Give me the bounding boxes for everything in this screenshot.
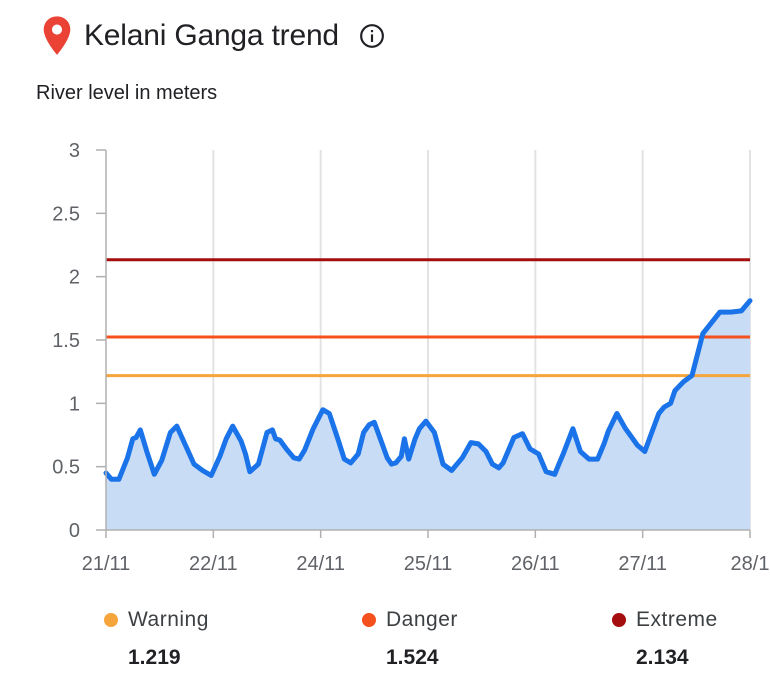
x-tick-label: 26/11	[511, 553, 560, 575]
x-tick-label: 25/11	[404, 553, 453, 575]
x-tick-label: 22/11	[189, 553, 238, 575]
y-tick-label: 2.5	[52, 203, 80, 225]
warning-value: 1.219	[128, 646, 181, 669]
y-tick-label: 0	[69, 520, 80, 542]
y-tick-label: 0.5	[52, 457, 80, 479]
legend: Warning 1.219 Danger 1.524 Extreme 2.134	[0, 604, 770, 684]
y-tick-label: 1.5	[52, 330, 80, 352]
legend-item-danger: Danger	[362, 608, 458, 632]
extreme-value: 2.134	[636, 646, 689, 669]
axes: 21/11 22/11 24/11 25/11 26/11 27/11 28/1 0 0.5 1 1…	[52, 140, 769, 575]
legend-label: Extreme	[636, 608, 718, 631]
y-tick-label: 1	[69, 393, 80, 415]
x-tick-label: 24/11	[296, 553, 345, 575]
series-line	[103, 298, 753, 482]
x-tick-label: 21/11	[82, 553, 131, 575]
location-pin-icon	[43, 16, 71, 55]
legend-label: Warning	[128, 608, 209, 631]
chart-subtitle: River level in meters	[36, 82, 218, 104]
page-title: Kelani Ganga trend	[84, 19, 339, 52]
legend-label: Danger	[386, 608, 458, 631]
threshold-lines	[106, 258, 750, 378]
info-icon[interactable]	[359, 23, 385, 49]
x-tick-label: 27/11	[618, 553, 667, 575]
legend-dot-danger	[362, 613, 376, 627]
area-fill	[106, 300, 750, 530]
legend-dot-warning	[104, 613, 118, 627]
legend-item-warning: Warning	[104, 608, 209, 632]
danger-value: 1.524	[386, 646, 439, 669]
x-tick-label: 28/1	[731, 553, 770, 575]
river-level-chart: 21/11 22/11 24/11 25/11 26/11 27/11 28/1 0 0.5 1 1…	[52, 140, 769, 575]
legend-dot-extreme	[612, 613, 626, 627]
chart-header: Kelani Ganga trend	[40, 8, 385, 64]
y-tick-label: 2	[69, 267, 80, 289]
y-tick-label: 3	[69, 140, 80, 162]
legend-item-extreme: Extreme	[612, 608, 718, 632]
